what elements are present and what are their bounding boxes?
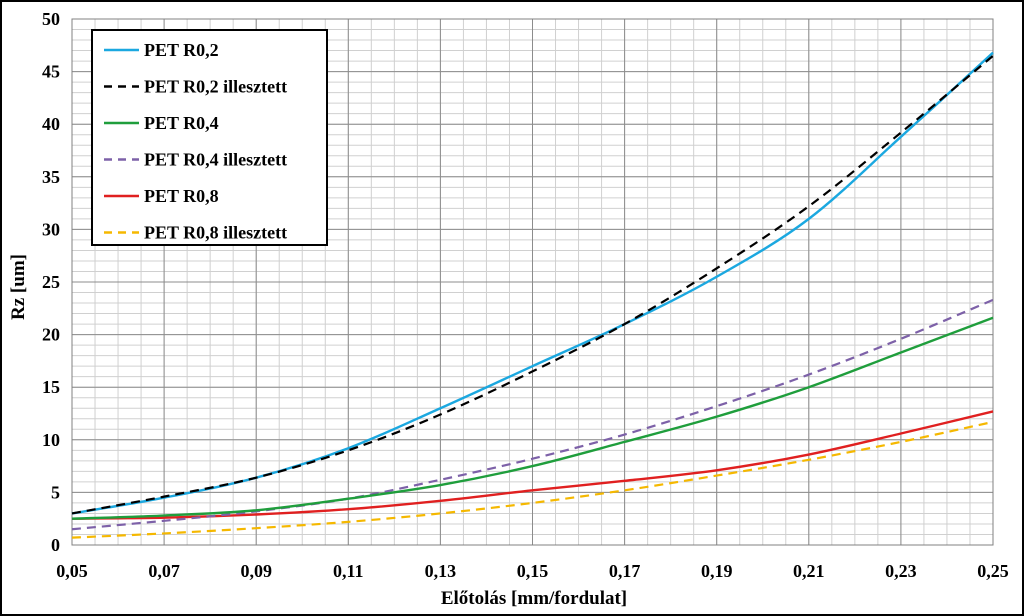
legend-label: PET R0,8 xyxy=(144,186,219,206)
series-line-4 xyxy=(71,410,994,520)
legend-label: PET R0,8 illesztett xyxy=(144,223,287,243)
x-tick-label: 0,21 xyxy=(793,561,825,581)
y-tick-label: 20 xyxy=(42,325,60,345)
y-tick-label: 5 xyxy=(51,482,60,502)
y-tick-label: 50 xyxy=(42,9,60,29)
x-tick-label: 0,23 xyxy=(885,561,917,581)
x-axis-tick-labels: 0,05 0,07 0,09 0,11 0,13 0,15 0,17 0,19 0,21 0,23… xyxy=(56,561,1009,581)
legend: PET R0,2 PET R0,2 illesztett PET R0,4 PET R… xyxy=(91,29,328,246)
legend-label: PET R0,2 xyxy=(144,40,219,60)
x-tick-label: 0,09 xyxy=(240,561,272,581)
x-tick-label: 0,17 xyxy=(609,561,641,581)
legend-label: PET R0,2 illesztett xyxy=(144,77,287,97)
y-tick-label: 35 xyxy=(42,167,60,187)
plot-area-border xyxy=(71,18,994,546)
y-axis-tick-labels: 0 5 10 15 20 25 30 35 40 45 50 xyxy=(42,9,60,555)
x-tick-label: 0,05 xyxy=(56,561,88,581)
x-tick-label: 0,25 xyxy=(977,561,1009,581)
y-tick-label: 10 xyxy=(42,430,60,450)
series-line-3 xyxy=(71,298,994,531)
x-axis-title: Előtolás [mm/fordulat] xyxy=(441,588,627,609)
y-tick-label: 40 xyxy=(42,114,60,134)
x-tick-label: 0,13 xyxy=(425,561,457,581)
y-tick-label: 45 xyxy=(42,62,60,82)
x-tick-label: 0,07 xyxy=(148,561,180,581)
y-tick-label: 25 xyxy=(42,272,60,292)
x-tick-label: 0,11 xyxy=(333,561,364,581)
series-line-1 xyxy=(71,54,994,515)
series-line-2 xyxy=(71,316,994,520)
series-lines xyxy=(71,51,994,539)
y-tick-label: 15 xyxy=(42,377,60,397)
legend-label: PET R0,4 xyxy=(144,113,219,133)
series-line-5 xyxy=(71,420,994,539)
x-tick-label: 0,19 xyxy=(701,561,733,581)
y-tick-label: 30 xyxy=(42,219,60,239)
x-tick-label: 0,15 xyxy=(517,561,549,581)
y-tick-label: 0 xyxy=(51,535,60,555)
y-axis-title: Rz [um] xyxy=(8,254,29,320)
legend-label: PET R0,4 illesztett xyxy=(144,150,287,170)
legend-box xyxy=(91,29,328,246)
